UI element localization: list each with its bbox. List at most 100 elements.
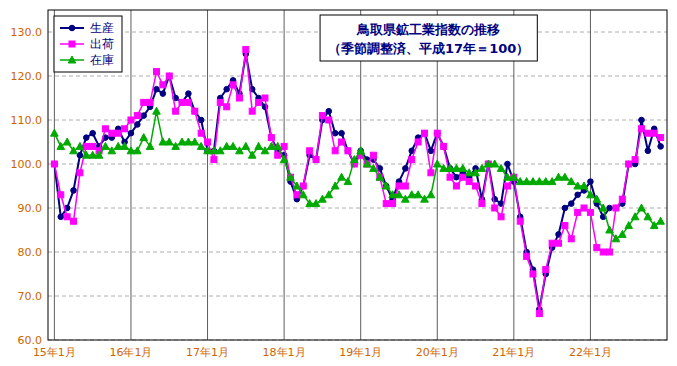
- point: [364, 161, 370, 167]
- point: [441, 144, 447, 150]
- point: [58, 192, 64, 198]
- point: [613, 205, 619, 211]
- point: [211, 157, 217, 163]
- point: [249, 108, 255, 114]
- point: [568, 201, 574, 207]
- point: [344, 178, 352, 185]
- point: [299, 191, 307, 198]
- y-tick-label: 80.0: [18, 246, 43, 259]
- point: [326, 117, 332, 123]
- point: [402, 183, 408, 189]
- point: [370, 164, 378, 171]
- point: [466, 179, 472, 185]
- point: [198, 130, 204, 136]
- point: [134, 147, 142, 154]
- point: [217, 99, 223, 105]
- point: [453, 183, 459, 189]
- point: [339, 130, 345, 136]
- plot-data: [51, 47, 665, 317]
- point: [530, 271, 536, 277]
- point: [57, 142, 65, 149]
- grid-line: [48, 208, 667, 209]
- point: [396, 183, 402, 189]
- point: [128, 117, 134, 123]
- point: [543, 267, 549, 273]
- point: [141, 113, 147, 119]
- point: [428, 148, 434, 154]
- title: 鳥取県鉱工業指数の推移: [356, 22, 500, 37]
- point: [275, 152, 281, 158]
- point: [491, 160, 499, 167]
- point: [345, 148, 351, 154]
- x-grid-line: [130, 10, 131, 340]
- point: [395, 191, 403, 198]
- point: [134, 113, 140, 119]
- point: [140, 134, 148, 141]
- legend-box: [54, 16, 122, 72]
- point: [511, 174, 517, 180]
- x-grid-line: [590, 10, 591, 340]
- point: [172, 142, 180, 149]
- point: [517, 218, 523, 224]
- point: [255, 142, 263, 149]
- point: [230, 82, 236, 88]
- point: [421, 195, 429, 202]
- point: [351, 156, 359, 163]
- point: [173, 108, 179, 114]
- point: [64, 214, 70, 220]
- y-tick-label: 70.0: [18, 290, 43, 303]
- point: [77, 170, 83, 176]
- series-line: [54, 111, 660, 239]
- point: [562, 223, 568, 229]
- point: [135, 122, 141, 128]
- point: [70, 147, 78, 154]
- point: [179, 100, 185, 106]
- point: [556, 240, 562, 246]
- point: [536, 311, 542, 317]
- point: [256, 99, 262, 105]
- point: [58, 214, 64, 220]
- point: [307, 148, 313, 154]
- point: [568, 236, 574, 242]
- point: [575, 209, 581, 215]
- grid-line: [48, 76, 667, 77]
- series-line: [54, 54, 660, 309]
- point: [122, 126, 128, 132]
- point: [108, 147, 116, 154]
- point: [376, 173, 384, 180]
- point: [293, 182, 301, 189]
- x-tick-label: 18年1月: [263, 346, 306, 359]
- x-tick-label: 16年1月: [109, 346, 152, 359]
- point: [128, 130, 134, 136]
- point: [345, 148, 351, 154]
- point: [626, 161, 632, 167]
- point: [505, 161, 511, 167]
- point: [153, 69, 159, 75]
- point: [657, 217, 665, 224]
- point: [638, 204, 646, 211]
- point: [644, 213, 652, 220]
- point: [422, 130, 428, 136]
- point: [382, 182, 390, 189]
- series: [51, 107, 665, 242]
- point: [77, 152, 83, 158]
- point: [587, 209, 593, 215]
- point: [109, 130, 115, 136]
- point: [197, 142, 205, 149]
- point: [587, 191, 595, 198]
- point: [261, 147, 269, 154]
- point: [441, 143, 447, 149]
- point: [524, 253, 530, 259]
- point: [625, 222, 633, 229]
- point: [460, 174, 466, 180]
- point: [492, 205, 498, 211]
- point: [141, 99, 147, 105]
- point: [121, 142, 129, 149]
- point: [243, 47, 249, 53]
- point: [287, 174, 293, 180]
- x-grid-line: [207, 10, 208, 340]
- point: [185, 99, 191, 105]
- point: [280, 156, 288, 163]
- series: [51, 47, 663, 317]
- x-grid-line: [284, 10, 285, 340]
